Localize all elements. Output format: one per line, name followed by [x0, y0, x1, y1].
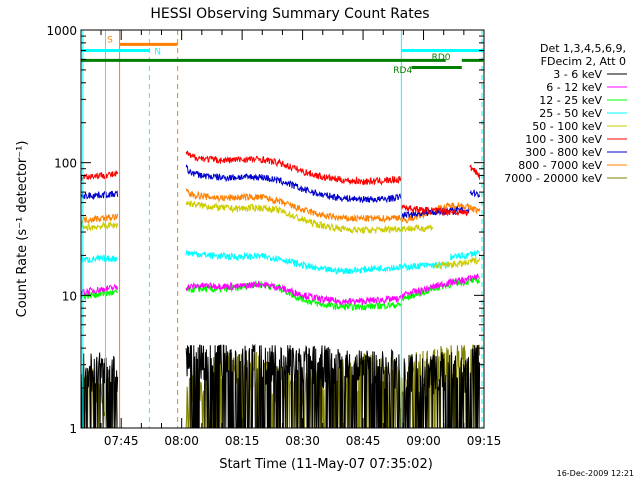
series-line-4-seg-3 [433, 259, 470, 270]
x-tick-label-3: 08:30 [285, 434, 320, 448]
legend-entry-3: 25 - 50 keV [539, 107, 602, 120]
legend-entry-1: 6 - 12 keV [546, 81, 602, 94]
x-tick-label-6: 09:15 [467, 434, 502, 448]
y-tick-label-2: 100 [54, 157, 77, 171]
series-line-2-seg-3 [469, 276, 481, 284]
series-line-1-seg-1 [185, 280, 402, 306]
y-tick-label-3: 1000 [46, 24, 77, 38]
series-line-3-seg-0 [80, 254, 118, 264]
series-line-4-seg-4 [469, 256, 481, 265]
series-line-4-seg-1 [185, 200, 402, 235]
series-line-0-seg-0 [80, 352, 119, 429]
legend: Det 1,3,4,5,6,9,FDecim 2, Att 03 - 6 keV… [504, 42, 627, 185]
series-line-6-seg-0 [80, 190, 119, 200]
x-tick-label-0: 07:45 [104, 434, 139, 448]
series-line-3-seg-3 [450, 252, 470, 261]
legend-entry-2: 12 - 25 keV [539, 94, 602, 107]
series-line-7-seg-0 [80, 213, 119, 226]
axes: 07:45 08:00 08:15 08:30 08:45 09:00 09:15 1 10 10… [46, 24, 501, 448]
y-tick-label-1: 10 [62, 289, 77, 303]
x-axis-label: Start Time (11-May-07 07:35:02) [219, 457, 433, 472]
flag-label-3: RD4 [393, 66, 412, 76]
x-tick-label-5: 09:00 [406, 434, 441, 448]
legend-entry-4: 50 - 100 keV [532, 120, 602, 133]
legend-entry-5: 100 - 300 keV [525, 133, 602, 146]
series-line-6-seg-3 [469, 189, 481, 198]
series-line-1-seg-3 [469, 273, 481, 282]
series-line-5-seg-0 [80, 169, 119, 182]
legend-entry-6: 300 - 800 keV [525, 146, 602, 159]
series-line-3-seg-4 [469, 249, 481, 258]
series-line-0-seg-2 [401, 351, 470, 429]
x-tick-label-2: 08:15 [225, 434, 260, 448]
legend-entry-7: 800 - 7000 keV [518, 159, 602, 172]
flag-label-2: RD0 [432, 53, 451, 63]
series-line-3-seg-2 [401, 260, 451, 272]
y-tick-label-0: 1 [69, 422, 77, 436]
series-line-5-seg-1 [185, 150, 402, 186]
footer-date: 16-Dec-2009 12:21 [557, 469, 634, 478]
legend-header-0: Det 1,3,4,5,6,9, [540, 42, 626, 55]
legend-entry-0: 3 - 6 keV [553, 68, 602, 81]
series-line-7-seg-1 [185, 188, 402, 224]
plot-area: S N RD0 RD4 [80, 30, 484, 429]
series-line-4-seg-0 [81, 221, 119, 232]
y-axis-label: Count Rate (s⁻¹ detector⁻¹) [15, 141, 30, 318]
flag-label-1: N [154, 48, 161, 58]
x-tick-label-1: 08:00 [164, 434, 199, 448]
legend-entry-8: 7000 - 20000 keV [504, 172, 602, 185]
series-line-7-seg-3 [469, 204, 481, 215]
chart-title: HESSI Observing Summary Count Rates [150, 6, 429, 22]
x-tick-label-4: 08:45 [346, 434, 381, 448]
series-line-6-seg-1 [185, 163, 402, 204]
series-line-3-seg-1 [185, 250, 402, 276]
series-line-5-seg-2 [401, 204, 470, 217]
legend-header-1: FDecim 2, Att 0 [541, 55, 626, 68]
series-line-2-seg-2 [401, 277, 470, 302]
flag-label-0: S [107, 36, 113, 46]
series-line-4-seg-2 [401, 224, 434, 233]
series-line-5-seg-3 [469, 164, 481, 180]
series-line-1-seg-2 [401, 274, 470, 299]
series-line-1-seg-0 [80, 283, 119, 296]
